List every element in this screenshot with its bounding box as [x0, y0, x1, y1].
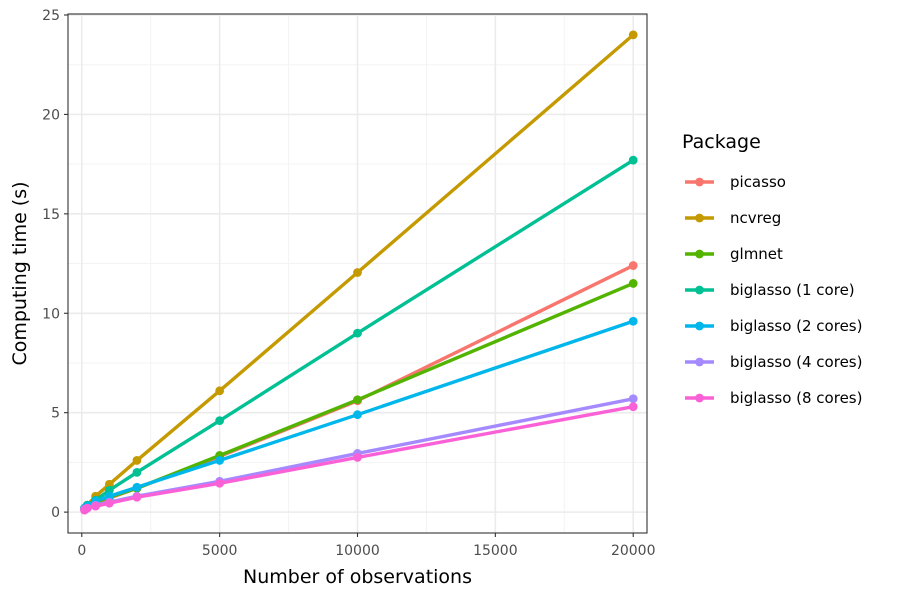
legend-item: glmnet	[685, 245, 783, 263]
y-tick-label: 25	[42, 8, 60, 24]
y-axis-title: Computing time (s)	[9, 181, 31, 365]
data-point	[353, 395, 362, 405]
legend-item: biglasso (4 cores)	[685, 353, 862, 371]
legend-key-point	[695, 321, 704, 331]
legend-label: glmnet	[730, 245, 783, 263]
y-axis: 0 5 10 15 20 25	[42, 8, 68, 521]
legend-label: biglasso (8 cores)	[730, 389, 862, 407]
data-point	[353, 328, 362, 338]
x-tick-label: 20000	[611, 543, 656, 559]
series-layer	[80, 30, 638, 515]
data-point	[215, 456, 225, 465]
legend-label: biglasso (2 cores)	[730, 317, 862, 335]
data-point	[132, 482, 142, 492]
data-point	[82, 503, 92, 513]
major-gridlines	[68, 14, 647, 533]
legend-label: ncvreg	[730, 209, 781, 227]
legend-label: picasso	[730, 173, 786, 191]
data-point	[628, 402, 638, 412]
x-tick-label: 10000	[335, 543, 380, 559]
y-tick-label: 15	[42, 207, 60, 223]
x-axis-title: Number of observations	[243, 566, 472, 588]
data-point	[132, 467, 142, 477]
series-biglasso-8-cores-	[80, 402, 638, 515]
legend: Package picasso ncvreg glmnet biglasso (1 c…	[682, 131, 862, 407]
data-point	[628, 261, 638, 270]
legend-item: ncvreg	[685, 209, 781, 227]
legend-key-point	[695, 249, 704, 259]
legend-key-point	[695, 393, 704, 403]
data-point	[353, 268, 362, 277]
legend-key-point	[695, 285, 704, 295]
legend-label: biglasso (1 core)	[730, 281, 855, 299]
legend-item: picasso	[685, 173, 786, 191]
x-tick-label: 15000	[473, 543, 518, 559]
y-tick-label: 0	[51, 505, 60, 521]
data-point	[104, 498, 114, 508]
data-point	[215, 416, 225, 426]
legend-title: Package	[682, 131, 761, 153]
x-tick-label: 5000	[202, 543, 238, 559]
data-point	[215, 478, 225, 488]
legend-items: picasso ncvreg glmnet biglasso (1 core) bigl…	[685, 173, 862, 407]
data-point	[628, 155, 638, 165]
x-axis: 0 5000 10000 15000 20000	[77, 533, 655, 559]
data-point	[628, 30, 638, 40]
legend-item: biglasso (8 cores)	[685, 389, 862, 407]
data-point	[628, 394, 638, 404]
y-tick-label: 10	[42, 306, 60, 322]
legend-item: biglasso (1 core)	[685, 281, 855, 299]
x-tick-label: 0	[77, 543, 86, 559]
data-point	[628, 316, 638, 326]
data-point	[215, 386, 225, 396]
data-point	[132, 456, 142, 465]
y-tick-label: 5	[51, 406, 60, 422]
legend-key-point	[695, 213, 704, 223]
data-point	[353, 453, 362, 462]
data-point	[628, 279, 638, 288]
data-point	[91, 501, 100, 511]
legend-key-point	[695, 177, 704, 187]
y-tick-label: 20	[42, 107, 60, 123]
legend-item: biglasso (2 cores)	[685, 317, 862, 335]
data-point	[132, 492, 142, 502]
data-point	[353, 410, 362, 420]
legend-key-point	[695, 357, 704, 367]
legend-label: biglasso (4 cores)	[730, 353, 862, 371]
